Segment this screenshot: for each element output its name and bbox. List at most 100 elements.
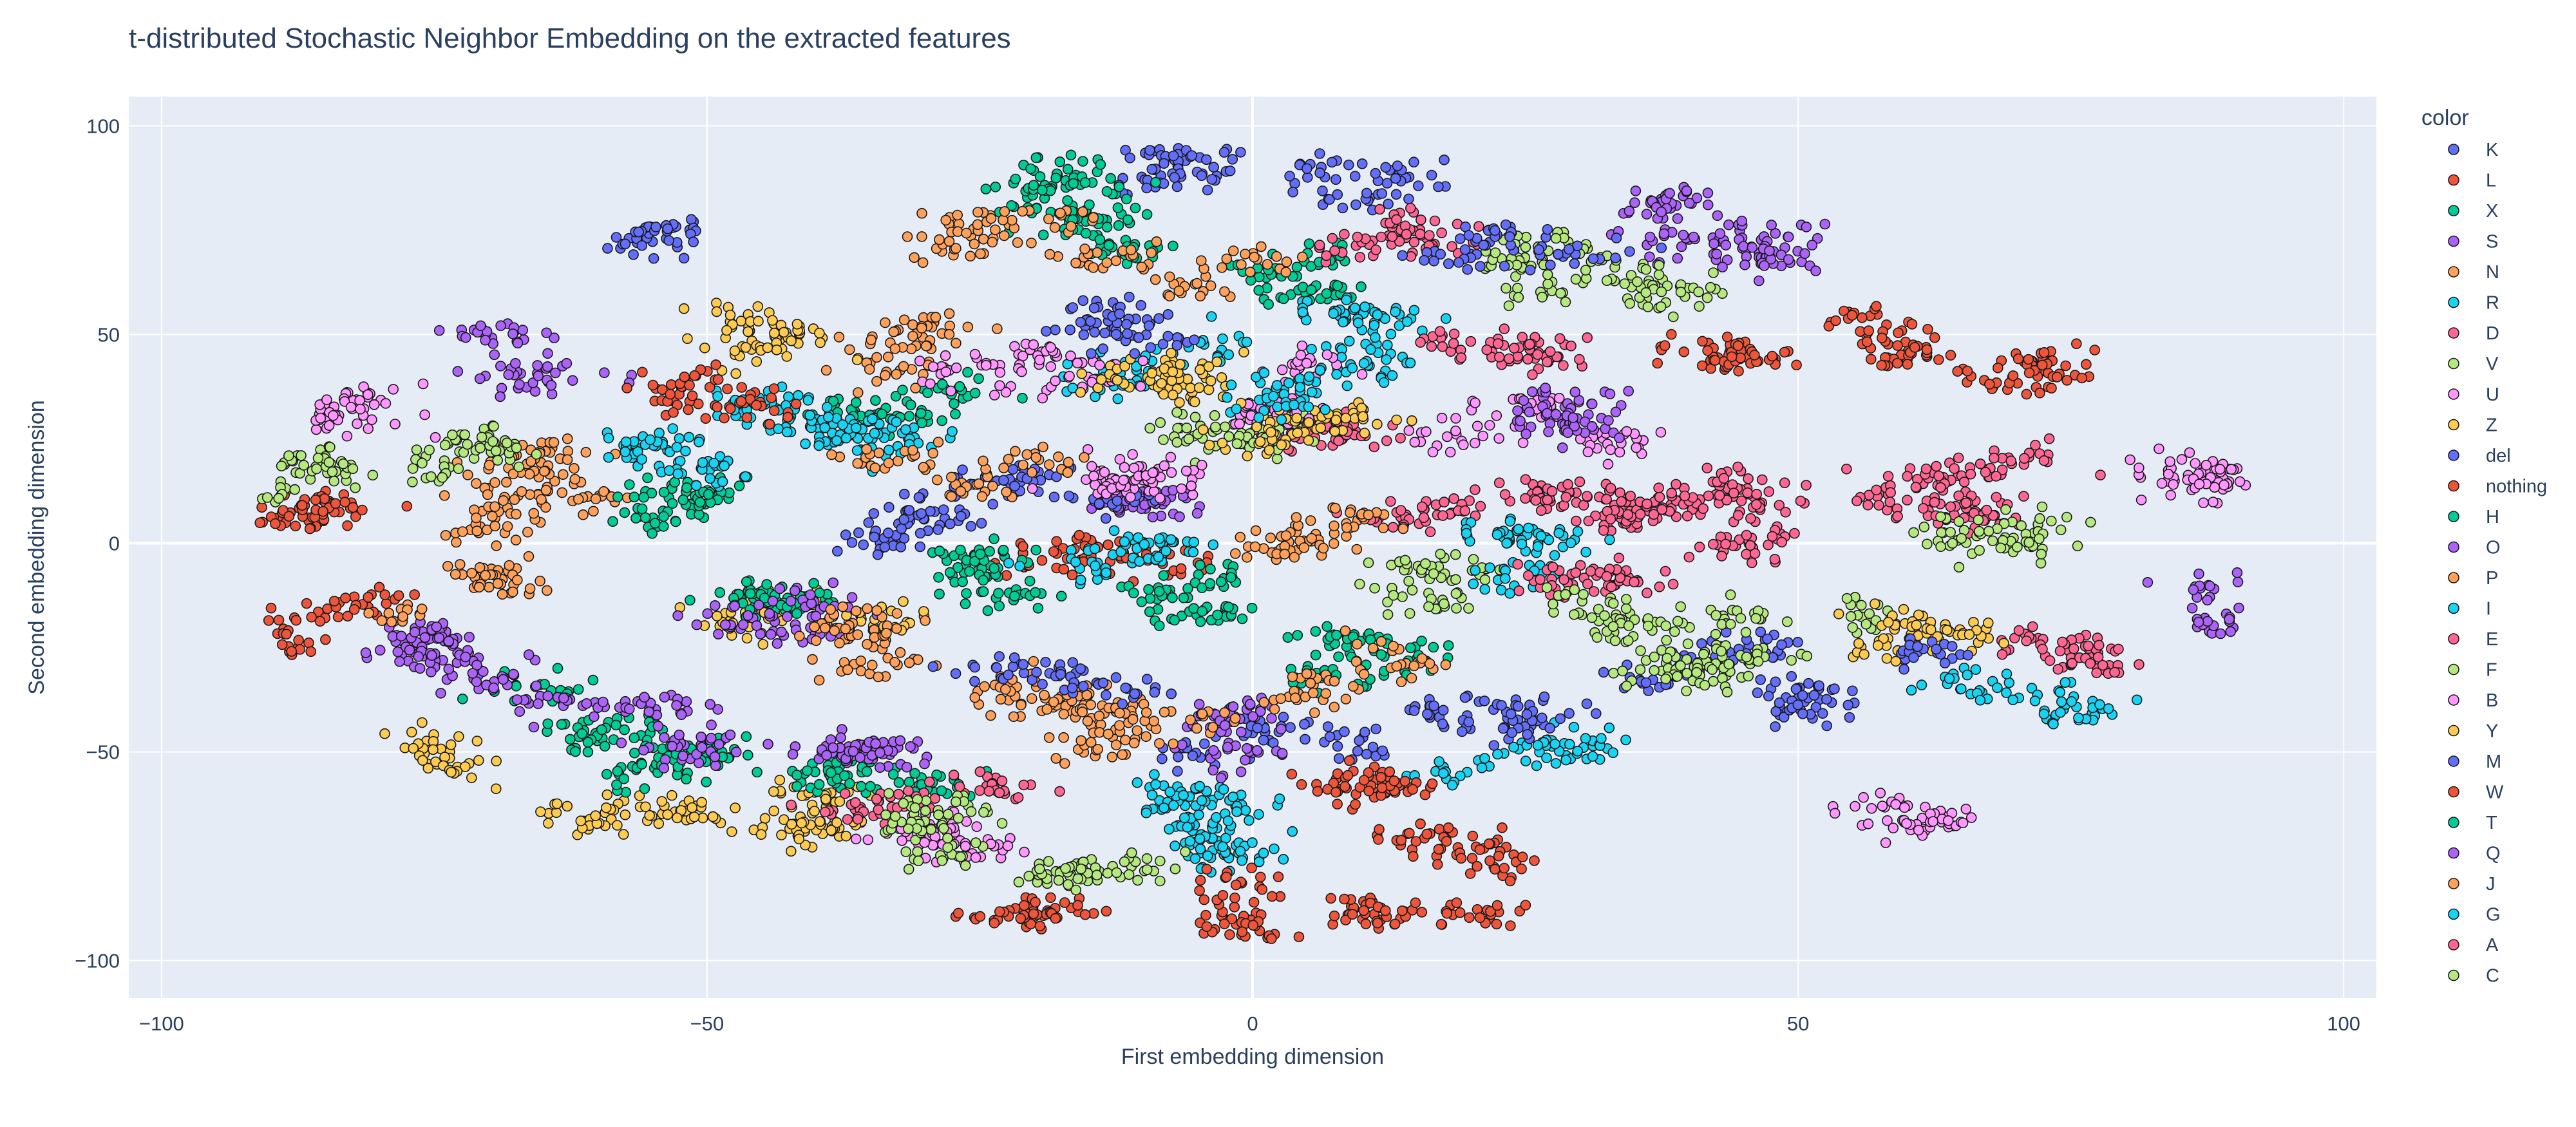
scatter-point xyxy=(363,607,374,619)
scatter-point xyxy=(1321,349,1333,361)
scatter-point xyxy=(1550,232,1562,244)
scatter-point xyxy=(1438,768,1449,779)
scatter-point xyxy=(2208,497,2219,507)
scatter-point xyxy=(920,615,931,626)
scatter-point xyxy=(975,549,986,560)
scatter-point xyxy=(672,610,683,621)
scatter-point xyxy=(1493,352,1505,363)
scatter-point xyxy=(2066,696,2078,707)
scatter-point xyxy=(1596,733,1607,744)
scatter-point xyxy=(2083,640,2094,652)
scatter-point xyxy=(1388,590,1399,601)
scatter-point xyxy=(1624,205,1635,217)
scatter-point xyxy=(950,668,961,679)
scatter-point xyxy=(940,366,952,377)
scatter-point xyxy=(1574,354,1585,365)
scatter-point xyxy=(734,480,745,491)
scatter-point xyxy=(1403,576,1414,587)
scatter-point xyxy=(834,638,845,649)
scatter-point xyxy=(1882,616,1894,628)
scatter-point xyxy=(1545,260,1556,270)
scatter-point xyxy=(790,585,800,596)
scatter-point xyxy=(1671,478,1681,490)
scatter-point xyxy=(1544,346,1556,357)
scatter-point xyxy=(2214,464,2226,475)
scatter-point xyxy=(891,608,903,619)
scatter-point xyxy=(1164,271,1175,283)
scatter-point xyxy=(1094,234,1106,245)
scatter-point xyxy=(1169,172,1180,183)
scatter-point xyxy=(1403,425,1415,436)
scatter-point xyxy=(940,350,951,361)
scatter-point xyxy=(328,475,340,487)
scatter-point xyxy=(1114,308,1125,319)
scatter-point xyxy=(989,563,999,574)
scatter-point xyxy=(1195,844,1206,855)
scatter-point xyxy=(1262,259,1273,270)
scatter-point xyxy=(495,391,506,402)
scatter-point xyxy=(1605,444,1616,455)
scatter-point xyxy=(1478,240,1489,251)
scatter-point xyxy=(933,524,943,535)
scatter-point xyxy=(1339,229,1350,240)
scatter-point xyxy=(480,570,491,581)
scatter-point xyxy=(1387,231,1398,242)
scatter-point xyxy=(1521,708,1533,720)
scatter-point xyxy=(1170,840,1180,851)
scatter-point xyxy=(340,592,351,603)
scatter-point xyxy=(1542,356,1553,368)
scatter-point xyxy=(882,527,894,538)
scatter-point xyxy=(852,629,864,640)
scatter-point xyxy=(962,366,973,378)
scatter-point xyxy=(1329,426,1340,437)
scatter-point xyxy=(1101,257,1112,269)
scatter-point xyxy=(1786,655,1797,666)
scatter-point xyxy=(1281,256,1293,267)
scatter-point xyxy=(507,586,518,598)
scatter-point xyxy=(790,398,802,410)
scatter-point xyxy=(276,639,288,650)
scatter-point xyxy=(511,694,523,705)
scatter-point xyxy=(1965,812,1977,823)
scatter-point xyxy=(1745,540,1756,551)
scatter-point xyxy=(2046,383,2057,394)
scatter-point xyxy=(943,328,955,340)
scatter-point xyxy=(1458,439,1469,451)
scatter-point xyxy=(1143,320,1155,332)
scatter-point xyxy=(1077,156,1088,167)
scatter-point xyxy=(1369,582,1380,594)
scatter-point xyxy=(1554,333,1566,345)
scatter-point xyxy=(1640,677,1652,688)
scatter-point xyxy=(1034,354,1045,366)
scatter-point xyxy=(1631,442,1642,453)
scatter-point xyxy=(714,587,726,598)
scatter-point xyxy=(1683,551,1695,563)
scatter-point xyxy=(1377,745,1388,757)
scatter-point xyxy=(2134,462,2145,473)
scatter-point xyxy=(1906,319,1918,330)
scatter-point xyxy=(819,622,831,634)
scatter-point xyxy=(1829,808,1841,819)
scatter-point xyxy=(683,404,694,415)
scatter-point xyxy=(1242,552,1253,563)
scatter-point xyxy=(2038,455,2050,466)
scatter-point xyxy=(1542,269,1553,280)
scatter-point xyxy=(532,360,543,371)
scatter-point xyxy=(1420,558,1431,569)
scatter-point xyxy=(397,611,408,622)
scatter-point xyxy=(1062,195,1073,206)
scatter-point xyxy=(393,590,404,601)
scatter-point xyxy=(488,682,499,694)
scatter-point xyxy=(978,574,989,586)
scatter-point xyxy=(1328,538,1340,549)
scatter-point xyxy=(1988,452,2000,464)
scatter-point xyxy=(1354,735,1365,746)
scatter-point xyxy=(1095,159,1106,170)
scatter-point xyxy=(286,646,298,657)
scatter-point xyxy=(656,796,667,807)
scatter-point xyxy=(1090,391,1101,402)
scatter-point xyxy=(1028,339,1039,350)
scatter-point xyxy=(542,718,554,730)
scatter-point xyxy=(1953,452,1964,464)
scatter-point xyxy=(1698,649,1709,660)
